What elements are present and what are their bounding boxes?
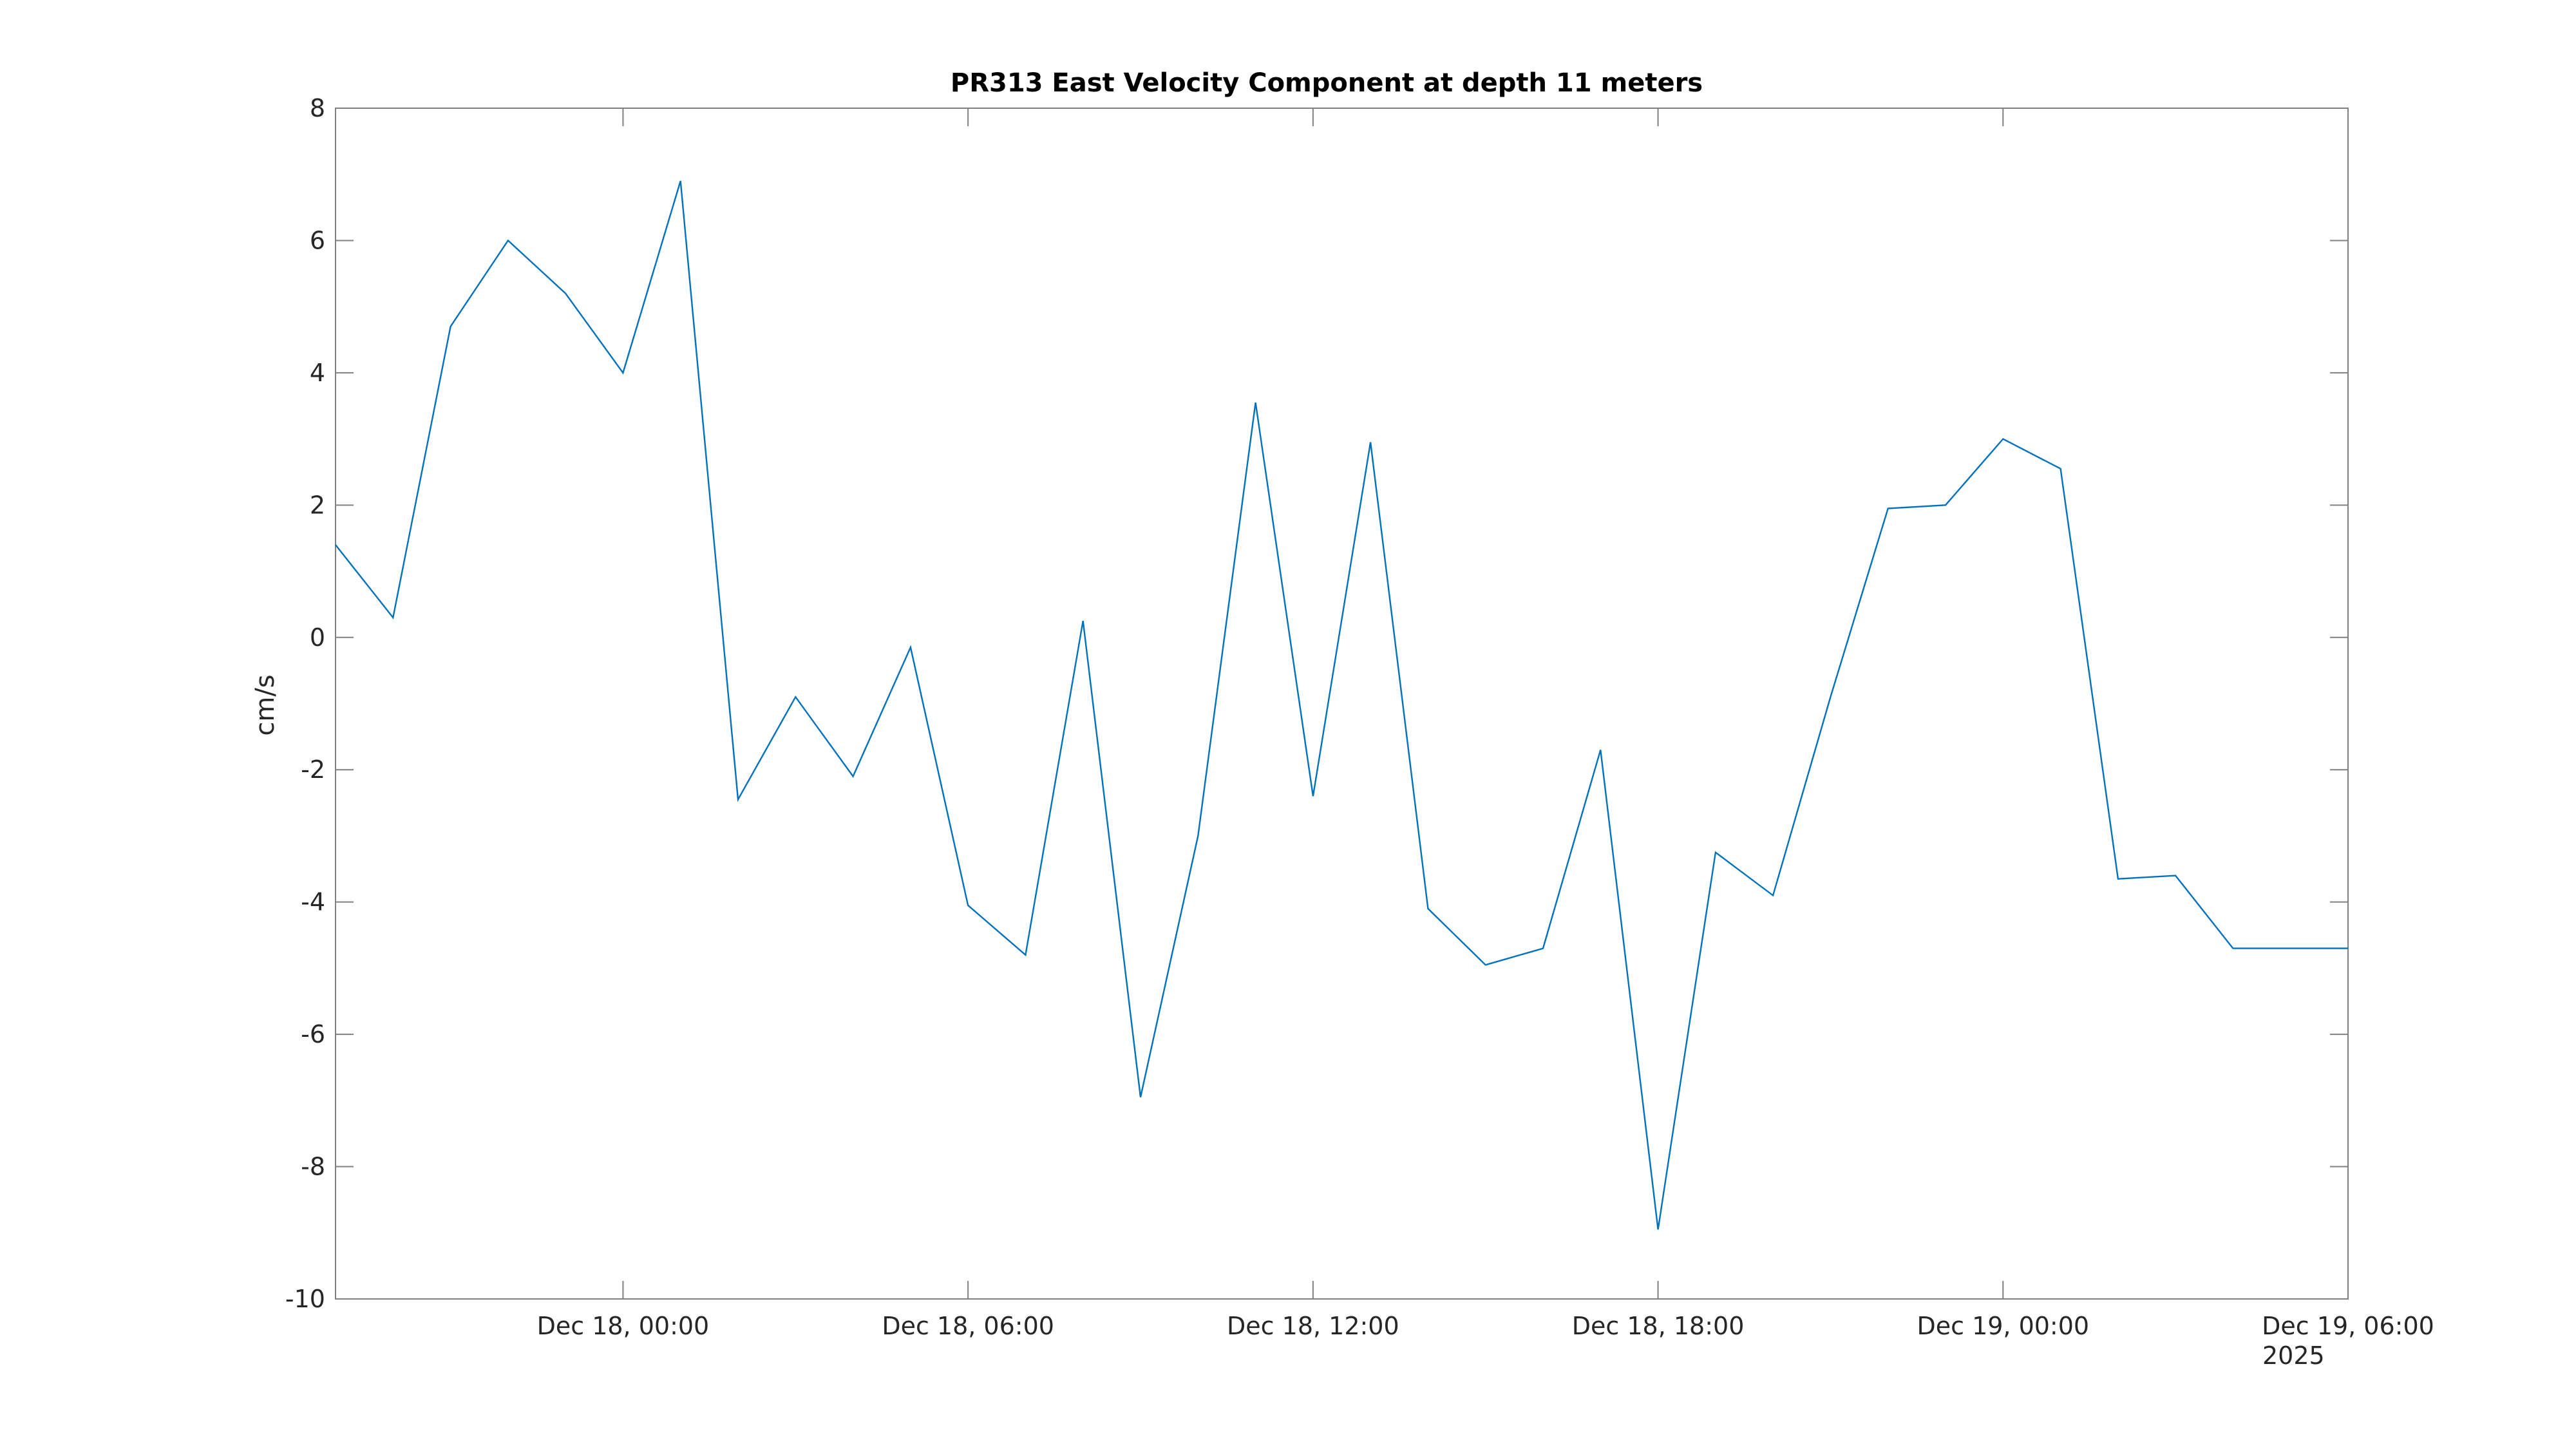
y-tick-label-1: -8 — [301, 1153, 325, 1181]
x-tick-label-1: Dec 18, 06:00 — [882, 1312, 1054, 1340]
x-tick-label-2: Dec 18, 12:00 — [1227, 1312, 1399, 1340]
y-tick-label-2: -6 — [301, 1020, 325, 1048]
y-tick-label-6: 2 — [310, 491, 325, 519]
y-tick-label-3: -4 — [301, 888, 325, 916]
x-tick-label-5: Dec 19, 06:00 — [2262, 1312, 2434, 1340]
y-axis-label: cm/s — [251, 674, 280, 735]
y-tick-label-4: -2 — [301, 755, 325, 784]
y-tick-label-7: 4 — [310, 359, 325, 387]
x-tick-label-3: Dec 18, 18:00 — [1572, 1312, 1745, 1340]
y-tick-label-9: 8 — [310, 94, 325, 122]
x-axis-secondary-label: 2025 — [2262, 1341, 2325, 1370]
chart-title: PR313 East Velocity Component at depth 1… — [951, 68, 1703, 98]
series-line-0 — [335, 180, 2348, 1230]
y-tick-label-5: 0 — [310, 623, 325, 652]
y-tick-label-0: -10 — [285, 1285, 325, 1313]
x-axis: Dec 18, 00:00 Dec 18, 06:00 Dec 18, 12:00 D… — [537, 108, 2434, 1340]
plot-area — [335, 108, 2349, 1300]
x-tick-label-0: Dec 18, 00:00 — [537, 1312, 710, 1340]
y-tick-label-8: 6 — [310, 226, 325, 254]
y-axis: -10 -8 -6 -4 -2 0 2 4 6 8 — [285, 94, 2348, 1313]
x-tick-label-4: Dec 19, 00:00 — [1917, 1312, 2089, 1340]
series-layer — [335, 180, 2348, 1230]
